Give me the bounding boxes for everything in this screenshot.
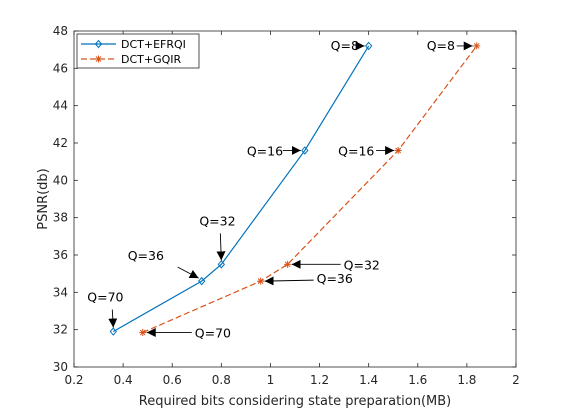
annotation: Q=70 [87, 290, 124, 328]
y-tick-label: 40 [53, 173, 68, 187]
legend-label-efrqi: DCT+EFRQI [121, 38, 186, 51]
series-line [112, 45, 370, 333]
annotation: Q=8 [427, 38, 473, 53]
annotation-label: Q=70 [195, 325, 231, 340]
annotation-layer: Q=8 Q=8Q=16 Q=16Q=32Q=32Q=36Q=36Q=70Q=70 [87, 38, 473, 340]
y-tick-label: 36 [53, 248, 68, 262]
data-point [394, 146, 402, 154]
y-tick-label: 34 [53, 285, 68, 299]
x-tick-label: 0.2 [64, 373, 83, 387]
series-dct-efrqi [109, 41, 373, 336]
x-tick-label: 0.6 [163, 373, 182, 387]
plot-frame [73, 30, 517, 368]
annotation: Q=32 [291, 257, 380, 272]
annotation: Q=36 [128, 248, 199, 279]
x-tick-label: 0.8 [212, 373, 231, 387]
legend-marker-gqir [95, 55, 102, 63]
annotation: Q=8 [331, 38, 365, 53]
data-point [139, 328, 147, 336]
annotation-label: Q=32 [199, 213, 235, 228]
annotation-label: Q=70 [87, 290, 123, 305]
series-dct-gqir [139, 42, 481, 336]
y-tick-label: 46 [53, 61, 68, 75]
annotation: Q=70 [146, 325, 231, 340]
legend-box [76, 33, 200, 69]
x-tick-label: 0.4 [114, 373, 133, 387]
y-tick-label: 38 [53, 211, 68, 225]
x-tick-label: 1.4 [359, 373, 378, 387]
annotation-arrow [108, 309, 118, 328]
x-tick-label: 1.2 [310, 373, 329, 387]
x-axis-title: Required bits considering state preparat… [139, 394, 452, 409]
y-tick-label: 44 [53, 99, 68, 113]
data-point [257, 277, 265, 285]
annotation-label: Q=36 [128, 248, 164, 263]
annotation: Q=16 [247, 143, 301, 158]
annotation-arrow [216, 233, 226, 261]
x-tick-label: 1.8 [457, 373, 476, 387]
annotation: Q=16 [338, 143, 395, 158]
series-line [142, 45, 478, 334]
y-tick-label: 30 [53, 360, 68, 374]
annotation-label: Q=16 [338, 143, 374, 158]
annotation-label: Q=36 [317, 271, 353, 286]
annotation: Q=32 [199, 213, 236, 261]
ticks-layer: 0.2 0.4 0.6 0.8 1 1.2 1.4 1.6 1.8 2 30 32 34 36 38 40 42… [53, 24, 520, 387]
data-point [284, 260, 292, 268]
data-point [198, 276, 206, 286]
annotation-arrow [264, 276, 314, 286]
y-axis-title: PSNR(db) [36, 168, 51, 230]
plot-area [74, 31, 516, 367]
legend-marker-efrqi [94, 39, 103, 49]
annotation: Q=36 [264, 271, 353, 286]
x-tick-label: 1.6 [408, 373, 427, 387]
x-tick-label: 1 [267, 373, 275, 387]
legend: DCT+EFRQI DCT+GQIR [76, 33, 200, 69]
y-tick-label: 42 [53, 136, 68, 150]
data-point [109, 327, 117, 336]
annotation-label: Q=8 [331, 38, 359, 53]
annotation-label: Q=16 [247, 143, 283, 158]
x-tick-label: 2 [512, 373, 520, 387]
series-layer [109, 41, 481, 336]
y-tick-label: 48 [53, 24, 68, 38]
annotation-label: Q=8 [427, 38, 455, 53]
data-point [217, 260, 225, 269]
y-tick-label: 32 [53, 323, 68, 337]
annotation-arrow [177, 266, 199, 279]
annotation-label: Q=32 [344, 257, 380, 272]
legend-label-gqir: DCT+GQIR [121, 53, 182, 66]
data-point [365, 41, 373, 51]
data-point [301, 146, 309, 155]
data-point [473, 42, 481, 50]
